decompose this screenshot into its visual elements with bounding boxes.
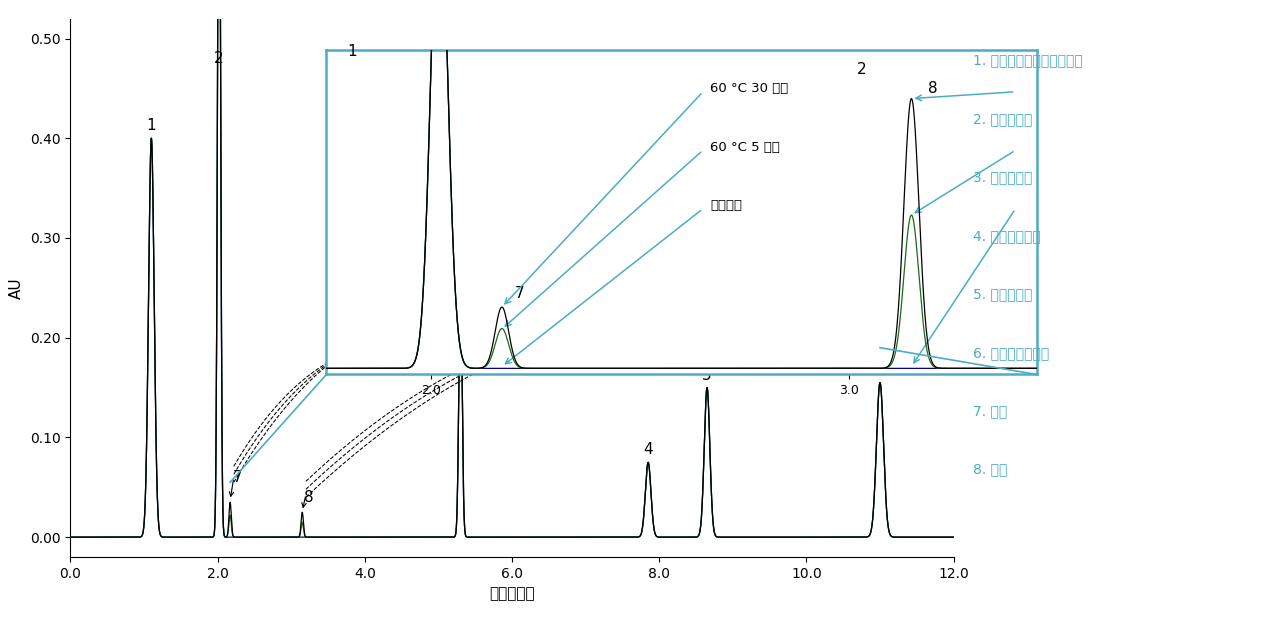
Text: 4. ソルビン酸塩: 4. ソルビン酸塩: [973, 228, 1041, 243]
Text: 8: 8: [305, 490, 314, 505]
Text: 6. アスパルテーム: 6. アスパルテーム: [973, 345, 1048, 360]
Text: 5: 5: [703, 368, 712, 383]
Text: 8. 未知: 8. 未知: [973, 462, 1007, 477]
Text: 1: 1: [146, 118, 156, 133]
Text: 3. 安息香酸塩: 3. 安息香酸塩: [973, 170, 1032, 184]
Text: 2: 2: [214, 51, 224, 66]
Text: 7: 7: [233, 470, 242, 485]
Text: 7: 7: [515, 286, 524, 301]
Text: 60 °C 30 時間: 60 °C 30 時間: [710, 82, 788, 95]
Y-axis label: AU: AU: [9, 277, 24, 298]
Text: 1. アセスルファムカリウム: 1. アセスルファムカリウム: [973, 53, 1083, 67]
Text: 2. サッカリン: 2. サッカリン: [973, 111, 1032, 126]
Text: 3: 3: [456, 257, 466, 272]
Text: 4: 4: [644, 443, 653, 457]
Text: 8: 8: [928, 80, 938, 95]
Text: 5. カフェイン: 5. カフェイン: [973, 287, 1032, 301]
Text: 6: 6: [879, 363, 888, 378]
Text: 60 °C 5 時間: 60 °C 5 時間: [710, 141, 780, 154]
Text: 7. 未知: 7. 未知: [973, 404, 1007, 418]
Text: 1: 1: [347, 44, 357, 59]
Text: 加熱なし: 加熱なし: [710, 199, 742, 212]
Text: 2: 2: [858, 62, 867, 77]
X-axis label: 時間（分）: 時間（分）: [489, 586, 535, 602]
